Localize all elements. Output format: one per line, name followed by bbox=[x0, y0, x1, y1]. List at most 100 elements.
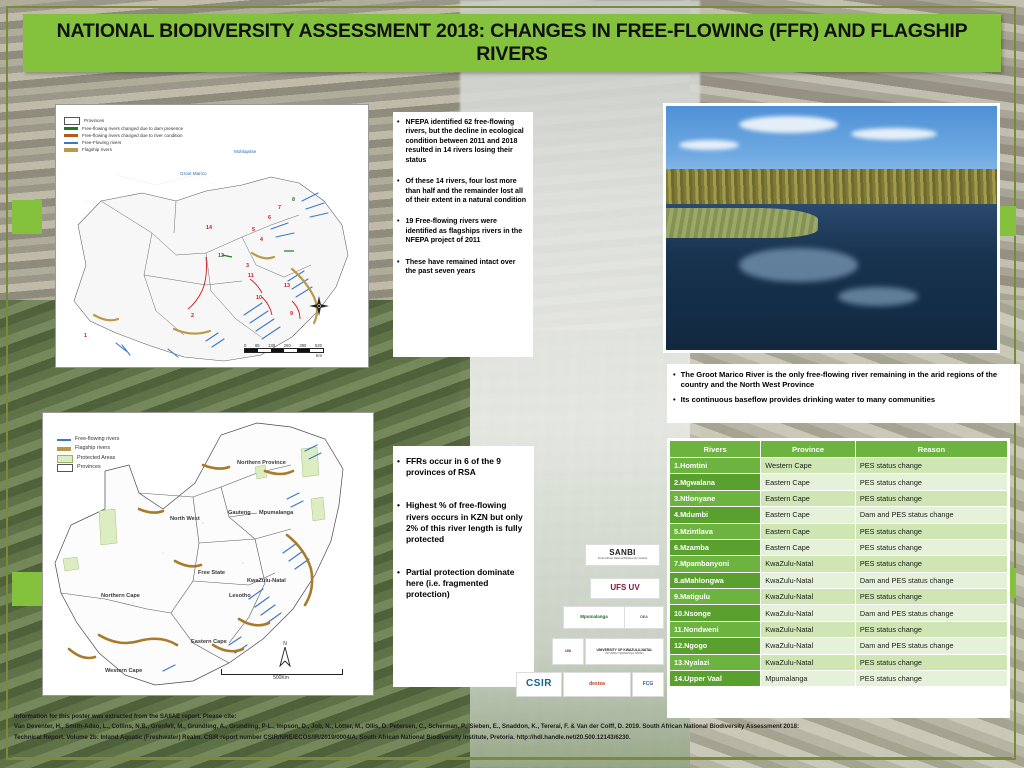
map2-north-arrow-icon: N bbox=[279, 641, 291, 669]
logo-text: destea bbox=[589, 680, 605, 687]
map2-legend: Free-flowing rivers Flagship rivers Prot… bbox=[57, 435, 119, 473]
accent-block-left-top bbox=[12, 200, 42, 234]
groot-marico-river-photo bbox=[663, 103, 1000, 353]
province-label-northern-province: Northern Province bbox=[237, 460, 286, 466]
scale-tick: 65 bbox=[254, 343, 260, 348]
logo-subtext: South African National Biodiversity Inst… bbox=[597, 556, 648, 560]
table-header-row: Rivers Province Reason bbox=[669, 440, 1008, 458]
legend-label: Flagship rivers bbox=[75, 445, 111, 452]
bullet-dot-icon: • bbox=[673, 394, 676, 404]
cell-river: 2.Mgwalana bbox=[669, 473, 762, 491]
logo-mpumalanga: Mpumalanga bbox=[563, 606, 625, 629]
cell-river: 11.Nondweni bbox=[669, 620, 762, 639]
cell-reason: Dam and PES status change bbox=[854, 637, 1008, 655]
river-number: 10 bbox=[256, 295, 262, 301]
logo-text: FCG bbox=[642, 680, 654, 687]
ffr-line-swatch-icon bbox=[64, 141, 78, 144]
cell-reason: Dam and PES status change bbox=[854, 506, 1008, 524]
bullet-text: Highest % of free-flowing rivers occurs … bbox=[405, 500, 523, 544]
bullet-dot-icon: • bbox=[397, 567, 400, 578]
cell-reason: PES status change bbox=[854, 653, 1008, 671]
legend-label: Free-flowing rivers bbox=[75, 436, 120, 442]
logo-csir: CSIR bbox=[516, 672, 562, 697]
accent-block-left-bottom bbox=[12, 572, 42, 606]
cell-province: Mpumalanga bbox=[760, 669, 856, 688]
scale-tick: 390 bbox=[299, 343, 307, 348]
logo-text: UFS UV bbox=[610, 583, 640, 593]
cell-river: 8.aMahlongwa bbox=[669, 571, 762, 590]
bullet-dot-icon: • bbox=[397, 217, 400, 226]
bullet-item: • Of these 14 rivers, four lost more tha… bbox=[397, 177, 528, 205]
river-number: 1 bbox=[84, 333, 87, 339]
cell-province: KwaZulu-Natal bbox=[760, 620, 856, 639]
cell-province: Eastern Cape bbox=[760, 473, 856, 491]
data-table: Rivers Province Reason 1.Homtini Western … bbox=[669, 440, 1008, 688]
legend-item: Flagship rivers bbox=[64, 146, 183, 153]
bullet-dot-icon: • bbox=[397, 257, 400, 266]
cell-river: 1.Homtini bbox=[669, 456, 762, 475]
map-ffr-changes[interactable]: Provinces Free-flowing rivers changed du… bbox=[55, 104, 369, 368]
cell-river: 7.Mpambanyoni bbox=[669, 555, 762, 573]
legend-label: Protected Areas bbox=[77, 454, 116, 461]
photo-lily-pads bbox=[666, 208, 819, 238]
poster-title-bar: NATIONAL BIODIVERSITY ASSESSMENT 2018: C… bbox=[23, 14, 1001, 72]
table-row: 3.Ntlonyane Eastern Cape PES status change bbox=[669, 489, 1008, 508]
dam-line-swatch-icon bbox=[64, 127, 78, 130]
rivers-status-change-table[interactable]: Rivers Province Reason 1.Homtini Western … bbox=[667, 438, 1010, 718]
map-ffr-protection[interactable]: Free-flowing rivers Flagship rivers Prot… bbox=[42, 412, 374, 696]
cell-reason: PES status change bbox=[854, 669, 1008, 688]
logo-ukzn: UNIVERSITY OF KWAZULU-NATAL INYUVESI YAK… bbox=[585, 638, 664, 665]
cell-reason: Dam and PES status change bbox=[854, 571, 1008, 590]
river-number: 8 bbox=[292, 197, 295, 203]
bullet-text: 19 Free-flowing rivers were identified a… bbox=[405, 217, 523, 245]
table-row: 13.Nyalazi KwaZulu-Natal PES status change bbox=[669, 653, 1008, 671]
river-number: 11 bbox=[248, 273, 254, 279]
table-row: 2.Mgwalana Eastern Cape PES status change bbox=[669, 473, 1008, 491]
findings-textbox-ffr: • NFEPA identified 62 free-flowing river… bbox=[393, 112, 533, 357]
logo-text: SANBI bbox=[609, 548, 636, 558]
bullet-item: • Partial protection dominate here (i.e.… bbox=[397, 567, 528, 601]
photo-cloud-reflection bbox=[838, 286, 918, 307]
photo-cloud bbox=[679, 140, 739, 150]
river-number: 3 bbox=[246, 263, 249, 269]
map2-graphic bbox=[43, 413, 373, 695]
cell-province: KwaZulu-Natal bbox=[760, 571, 856, 590]
groot-marico-textbox: • The Groot Marico River is the only fre… bbox=[667, 364, 1020, 423]
map1-north-arrow-icon bbox=[308, 295, 330, 319]
bullet-item: • FFRs occur in 6 of the 9 provinces of … bbox=[397, 456, 528, 478]
legend-item: Free-flowing rivers bbox=[57, 435, 119, 444]
river-number: 9 bbox=[290, 311, 293, 317]
legend-item: Provinces bbox=[64, 117, 183, 125]
flagship-line-swatch-icon bbox=[57, 447, 71, 451]
photo-cloud bbox=[738, 115, 839, 133]
river-number: 12 bbox=[218, 253, 224, 259]
map1-legend: Provinces Free-flowing rivers changed du… bbox=[64, 117, 183, 153]
table-row: 1.Homtini Western Cape PES status change bbox=[669, 456, 1008, 475]
map1-scale-bar: 0 65 130 260 390 520 Km bbox=[244, 343, 324, 358]
legend-item: Free-flowing rivers changed due to dam p… bbox=[64, 125, 183, 132]
bullet-dot-icon: • bbox=[397, 500, 400, 511]
logo-subtext: INYUVESI YAKWAZULU-NATALI bbox=[605, 652, 644, 656]
cell-river: 13.Nyalazi bbox=[669, 653, 762, 671]
legend-label: Provinces bbox=[77, 464, 101, 471]
province-label-north-west: North West bbox=[170, 516, 200, 522]
river-number: 5 bbox=[252, 227, 255, 233]
scale-tick: 0 bbox=[244, 343, 247, 348]
cell-province: Eastern Cape bbox=[760, 522, 856, 540]
table-row: 7.Mpambanyoni KwaZulu-Natal PES status cha… bbox=[669, 555, 1008, 573]
cell-province: KwaZulu-Natal bbox=[760, 555, 856, 573]
scale-unit: Km bbox=[315, 353, 322, 358]
legend-label: Free-flowing rivers changed due to dam p… bbox=[82, 126, 184, 131]
legend-item: Protected Areas bbox=[57, 454, 119, 463]
findings-textbox-protection: • FFRs occur in 6 of the 9 provinces of … bbox=[393, 446, 534, 687]
cell-reason: Dam and PES status change bbox=[854, 604, 1008, 622]
scale-tick: 260 bbox=[283, 343, 291, 348]
bullet-text: These have remained intact over the past… bbox=[405, 257, 516, 276]
bullet-item: • Its continuous baseflow provides drink… bbox=[673, 395, 1012, 405]
table-row: 4.Mdumbi Eastern Cape Dam and PES status c… bbox=[669, 506, 1008, 524]
bullet-dot-icon: • bbox=[397, 118, 400, 126]
cell-reason: PES status change bbox=[854, 489, 1008, 508]
cell-river: 5.Mzintlava bbox=[669, 522, 762, 540]
bullet-text: FFRs occur in 6 of the 9 provinces of RS… bbox=[405, 456, 501, 478]
river-number: 6 bbox=[268, 215, 271, 221]
